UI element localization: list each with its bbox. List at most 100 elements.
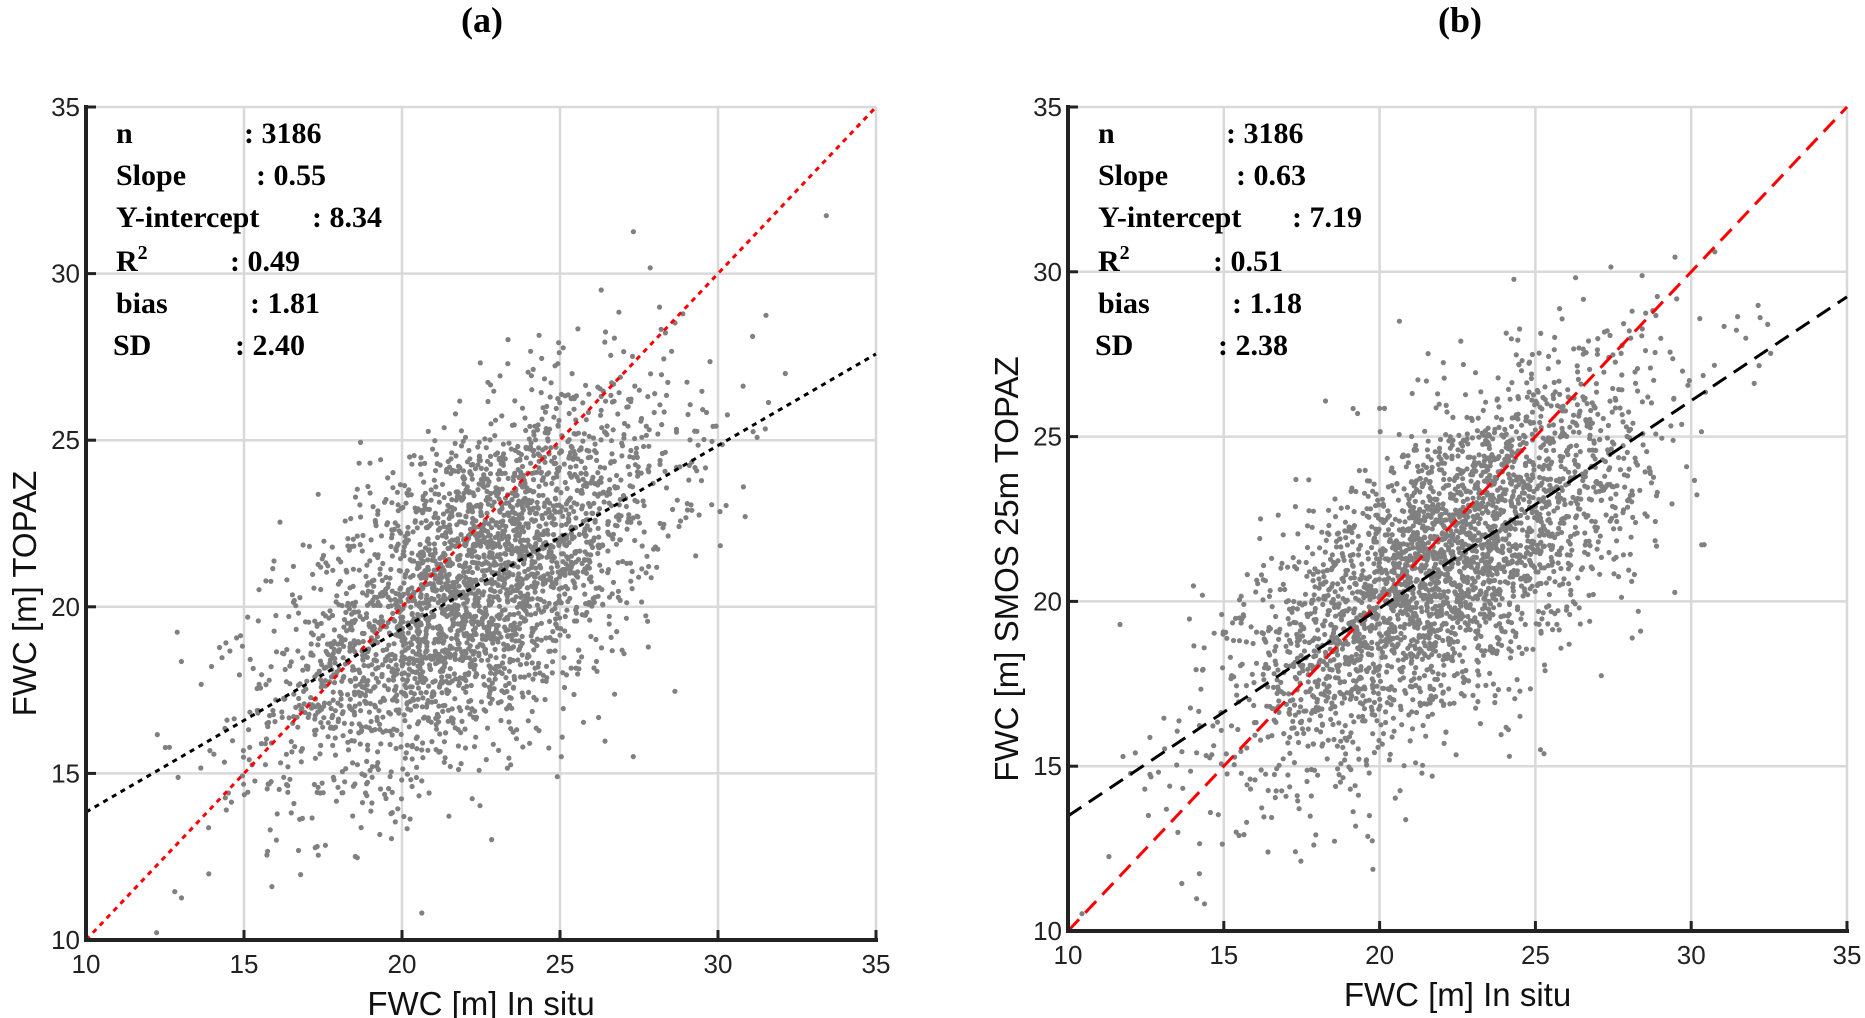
scatter-point bbox=[507, 518, 513, 524]
scatter-point bbox=[333, 798, 339, 804]
scatter-point bbox=[1526, 389, 1532, 395]
scatter-point bbox=[503, 523, 509, 530]
scatter-point bbox=[389, 553, 395, 559]
scatter-point bbox=[496, 597, 502, 603]
scatter-point bbox=[580, 438, 586, 444]
scatter-point bbox=[445, 718, 451, 724]
scatter-point bbox=[1377, 593, 1383, 599]
scatter-point bbox=[341, 643, 347, 650]
scatter-point bbox=[492, 666, 498, 672]
scatter-point bbox=[352, 692, 358, 698]
scatter-point bbox=[472, 466, 479, 472]
scatter-point bbox=[504, 765, 510, 771]
scatter-point bbox=[536, 445, 542, 451]
scatter-point bbox=[1261, 814, 1267, 820]
scatter-point bbox=[385, 520, 391, 526]
scatter-point bbox=[540, 477, 546, 483]
scatter-point bbox=[343, 766, 349, 772]
scatter-point bbox=[440, 703, 446, 709]
scatter-point bbox=[478, 465, 484, 471]
scatter-point bbox=[1638, 628, 1644, 634]
scatter-point bbox=[512, 517, 518, 523]
scatter-point bbox=[534, 499, 540, 506]
scatter-point bbox=[325, 652, 331, 658]
scatter-point bbox=[602, 329, 609, 335]
scatter-point bbox=[677, 518, 684, 524]
scatter-point bbox=[582, 465, 588, 471]
scatter-point bbox=[1194, 896, 1200, 902]
scatter-point bbox=[356, 460, 362, 466]
scatter-point bbox=[596, 714, 602, 721]
scatter-point bbox=[1598, 554, 1604, 561]
scatter-point bbox=[295, 648, 301, 654]
scatter-point bbox=[374, 594, 380, 601]
scatter-point bbox=[452, 613, 459, 619]
scatter-point bbox=[1529, 351, 1535, 358]
scatter-point bbox=[1451, 700, 1457, 706]
scatter-point bbox=[1531, 462, 1537, 468]
scatter-point bbox=[309, 815, 315, 821]
scatter-point bbox=[332, 660, 338, 666]
scatter-point bbox=[418, 520, 424, 526]
scatter-point bbox=[612, 522, 619, 529]
scatter-point bbox=[558, 509, 564, 515]
scatter-point bbox=[1542, 668, 1548, 674]
scatter-point bbox=[369, 728, 375, 734]
scatter-point bbox=[606, 486, 613, 492]
scatter-point bbox=[1590, 453, 1596, 459]
scatter-point bbox=[409, 684, 415, 690]
scatter-point bbox=[566, 455, 572, 461]
scatter-point bbox=[445, 578, 451, 584]
scatter-point bbox=[484, 725, 491, 731]
scatter-point bbox=[1280, 532, 1286, 538]
y-tick-label: 25 bbox=[51, 425, 80, 455]
scatter-point bbox=[558, 626, 564, 632]
scatter-point bbox=[308, 641, 314, 647]
scatter-point bbox=[1367, 506, 1374, 512]
scatter-point bbox=[1343, 572, 1349, 578]
scatter-point bbox=[1337, 779, 1343, 785]
scatter-point bbox=[525, 538, 531, 544]
scatter-point bbox=[510, 477, 516, 483]
scatter-point bbox=[447, 666, 453, 672]
scatter-point bbox=[1443, 402, 1449, 408]
scatter-point bbox=[413, 774, 419, 781]
scatter-point bbox=[657, 457, 663, 464]
scatter-point bbox=[568, 559, 575, 566]
scatter-point bbox=[405, 524, 411, 530]
scatter-point bbox=[1606, 549, 1612, 556]
scatter-point bbox=[724, 412, 731, 418]
scatter-point bbox=[491, 388, 497, 394]
scatter-point bbox=[1551, 347, 1557, 353]
scatter-point bbox=[300, 655, 306, 661]
scatter-point bbox=[1297, 704, 1304, 710]
scatter-point bbox=[1556, 627, 1562, 633]
scatter-point bbox=[389, 500, 395, 506]
scatter-point bbox=[659, 422, 665, 428]
scatter-point bbox=[446, 813, 452, 819]
scatter-point bbox=[375, 552, 381, 558]
scatter-point bbox=[239, 643, 245, 649]
scatter-point bbox=[1340, 554, 1346, 560]
scatter-point bbox=[357, 701, 363, 707]
scatter-point bbox=[433, 715, 439, 722]
scatter-point bbox=[459, 718, 465, 725]
scatter-point bbox=[241, 781, 247, 787]
scatter-point bbox=[632, 436, 638, 442]
scatter-point bbox=[490, 594, 496, 600]
scatter-point bbox=[154, 930, 160, 936]
scatter-point bbox=[471, 649, 478, 655]
scatter-point bbox=[534, 602, 541, 608]
scatter-point bbox=[497, 509, 503, 515]
scatter-point bbox=[581, 582, 587, 588]
stat-value: : 0.49 bbox=[230, 245, 300, 278]
scatter-point bbox=[401, 813, 407, 820]
scatter-point bbox=[557, 632, 563, 638]
scatter-point bbox=[334, 593, 340, 599]
scatter-point bbox=[409, 742, 415, 749]
scatter-point bbox=[1362, 718, 1368, 724]
scatter-point bbox=[287, 776, 293, 782]
scatter-point bbox=[416, 564, 422, 570]
